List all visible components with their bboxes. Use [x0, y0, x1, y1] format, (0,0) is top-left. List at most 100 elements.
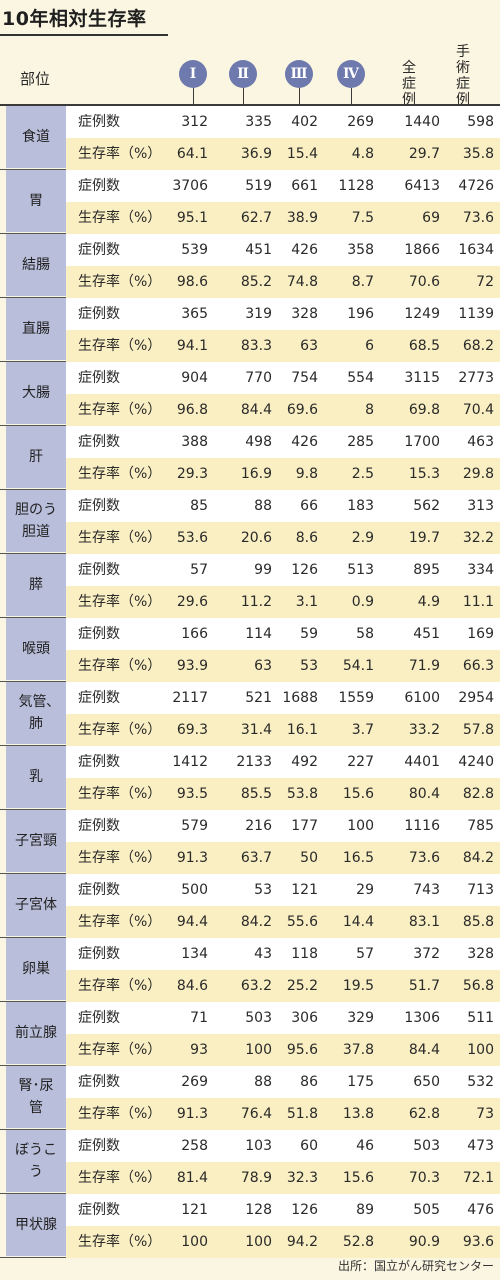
table-cell: 98.6 — [176, 274, 208, 290]
table-cell: 126 — [291, 1202, 318, 1218]
case-count-label: 症例数 — [78, 242, 120, 258]
case-count-row: 症例数 71 503 306 329 1306 511 — [66, 1002, 500, 1034]
table-cell: 511 — [467, 1010, 494, 1026]
table-cell: 121 — [181, 1202, 208, 1218]
survival-rate-row: 生存率（%） 91.3 76.4 51.8 13.8 62.8 73 — [66, 1098, 500, 1130]
survival-rate-label: 生存率（%） — [78, 722, 162, 738]
table-cell: 451 — [245, 242, 272, 258]
table-cell: 89 — [356, 1202, 374, 1218]
organ-label: 子宮体 — [6, 874, 66, 936]
stage-3-badge: Ⅲ — [285, 60, 313, 88]
title-bar: 10年相対生存率 — [0, 0, 500, 40]
table-cell: 91.3 — [176, 1106, 208, 1122]
table-cell: 519 — [245, 178, 272, 194]
table-cell: 100 — [347, 818, 374, 834]
table-cell: 93.9 — [176, 658, 208, 674]
organ-group: 腎･尿管 症例数 269 88 86 175 650 532 生存率（%） 91.3 76.4 51.… — [0, 1066, 500, 1130]
table-cell: 13.8 — [342, 1106, 374, 1122]
case-count-label: 症例数 — [78, 626, 120, 642]
table-cell: 85.5 — [240, 786, 272, 802]
table-cell: 33.2 — [408, 722, 440, 738]
case-count-label: 症例数 — [78, 306, 120, 322]
organ-label: 膵 — [6, 554, 66, 616]
table-cell: 80.4 — [408, 786, 440, 802]
survival-rate-row: 生存率（%） 69.3 31.4 16.1 3.7 33.2 57.8 — [66, 714, 500, 746]
table-cell: 895 — [413, 562, 440, 578]
table-cell: 15.6 — [342, 1170, 374, 1186]
stage-2-badge: Ⅱ — [229, 60, 257, 88]
table-cell: 63.7 — [240, 850, 272, 866]
organ-label: ぼうこう — [6, 1130, 66, 1192]
table-cell: 1306 — [404, 1010, 440, 1026]
table-cell: 500 — [181, 882, 208, 898]
table-cell: 50 — [300, 850, 318, 866]
organ-label: 腎･尿管 — [6, 1066, 66, 1128]
organ-group: 大腸 症例数 904 770 754 554 3115 2773 生存率（%） 96.8 84.4 6… — [0, 362, 500, 426]
table-cell: 492 — [291, 754, 318, 770]
survival-rate-row: 生存率（%） 93.9 63 53 54.1 71.9 66.3 — [66, 650, 500, 682]
table-cell: 68.5 — [408, 338, 440, 354]
table-cell: 498 — [245, 434, 272, 450]
table-cell: 43 — [254, 946, 272, 962]
table-cell: 70.4 — [462, 402, 494, 418]
table-cell: 55.6 — [286, 914, 318, 930]
all-cases-header: 全症例 — [402, 60, 416, 108]
table-cell: 56.8 — [462, 978, 494, 994]
organ-group: 結腸 症例数 539 451 426 358 1866 1634 生存率（%） 98.6 85.2 7… — [0, 234, 500, 298]
table-cell: 72 — [476, 274, 494, 290]
table-cell: 36.9 — [240, 146, 272, 162]
table-cell: 3706 — [172, 178, 208, 194]
survival-rate-row: 生存率（%） 94.1 83.3 63 6 68.5 68.2 — [66, 330, 500, 362]
case-count-row: 症例数 388 498 426 285 1700 463 — [66, 426, 500, 458]
table-cell: 754 — [291, 370, 318, 386]
survival-rate-label: 生存率（%） — [78, 658, 162, 674]
table-cell: 68.2 — [462, 338, 494, 354]
table-header: 部位 Ⅰ Ⅱ Ⅲ Ⅳ 全症例 手術症例 — [0, 40, 500, 146]
table-cell: 1634 — [458, 242, 494, 258]
table-cell: 3.7 — [351, 722, 374, 738]
table-cell: 85 — [190, 498, 208, 514]
table-cell: 196 — [347, 306, 374, 322]
table-cell: 54.1 — [342, 658, 374, 674]
table-cell: 1128 — [338, 178, 374, 194]
table-cell: 100 — [467, 1042, 494, 1058]
organ-group: 甲状腺 症例数 121 128 126 89 505 476 生存率（%） 100 100 94.2 5… — [0, 1194, 500, 1258]
organ-name: 胃 — [29, 193, 43, 209]
table-cell: 25.2 — [286, 978, 318, 994]
table-cell: 58 — [356, 626, 374, 642]
table-cell: 46 — [356, 1138, 374, 1154]
organ-name: 乳 — [29, 769, 43, 785]
table-cell: 554 — [347, 370, 374, 386]
table-cell: 95.1 — [176, 210, 208, 226]
survival-rate-label: 生存率（%） — [78, 594, 162, 610]
table-cell: 94.4 — [176, 914, 208, 930]
table-cell: 2.5 — [351, 466, 374, 482]
organ-group: 食道 症例数 312 335 402 269 1440 598 生存率（%） 64.1 36.9 15… — [0, 106, 500, 170]
table-cell: 69.8 — [408, 402, 440, 418]
table-cell: 15.4 — [286, 146, 318, 162]
survival-rate-row: 生存率（%） 98.6 85.2 74.8 8.7 70.6 72 — [66, 266, 500, 298]
table-cell: 269 — [181, 1074, 208, 1090]
table-cell: 16.9 — [240, 466, 272, 482]
organ-label: 胃 — [6, 170, 66, 232]
surgery-cases-header: 手術症例 — [456, 44, 470, 108]
table-cell: 1559 — [338, 690, 374, 706]
table-cell: 84.4 — [240, 402, 272, 418]
case-count-row: 症例数 500 53 121 29 743 713 — [66, 874, 500, 906]
organ-name: 胆のう 胆道 — [15, 502, 57, 540]
table-cell: 70.3 — [408, 1170, 440, 1186]
table-cell: 1116 — [404, 818, 440, 834]
table-cell: 118 — [291, 946, 318, 962]
table-cell: 426 — [291, 242, 318, 258]
table-cell: 121 — [291, 882, 318, 898]
table-cell: 1139 — [458, 306, 494, 322]
table-cell: 15.3 — [408, 466, 440, 482]
organ-group: 直腸 症例数 365 319 328 196 1249 1139 生存率（%） 94.1 83.3 6… — [0, 298, 500, 362]
table-cell: 37.8 — [342, 1042, 374, 1058]
table-cell: 86 — [300, 1074, 318, 1090]
table-cell: 904 — [181, 370, 208, 386]
organ-label: 食道 — [6, 106, 66, 168]
organ-name: 子宮頸 — [15, 833, 57, 849]
table-cell: 650 — [413, 1074, 440, 1090]
organ-name: 前立腺 — [15, 1025, 57, 1041]
